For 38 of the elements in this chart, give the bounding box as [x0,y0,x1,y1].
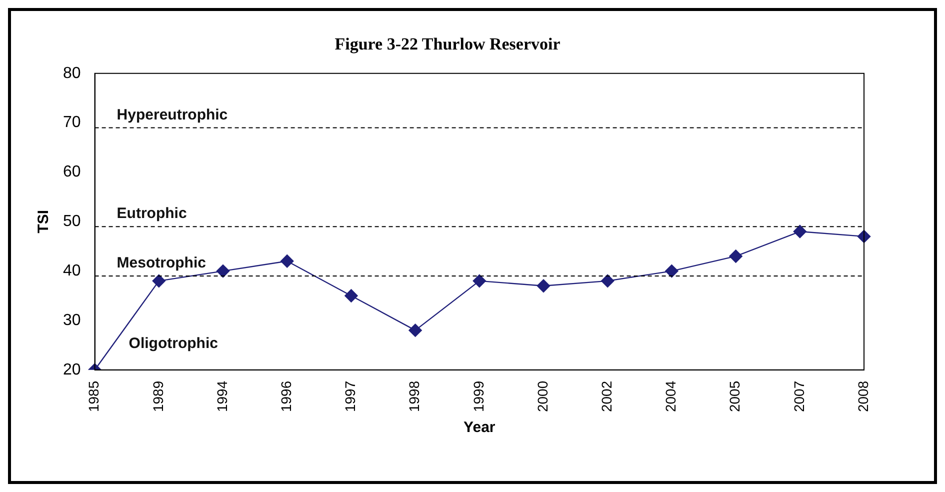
chart-title: Figure 3-22 Thurlow Reservoir [334,34,561,54]
y-tick-label: 40 [63,262,81,280]
point [536,279,550,292]
x-axis-title: Year [464,419,496,436]
x-tick-label: 1999 [470,380,486,412]
x-tick-label: 1997 [342,380,358,412]
point [344,289,358,302]
x-tick-label: 2005 [726,380,743,412]
annotation: Oligotrophic [128,334,218,352]
y-tick-label: 60 [63,164,81,181]
point [216,264,230,278]
x-tick-label: 2000 [534,380,550,412]
y-tick-label: 20 [63,361,81,378]
x-tick-label: 2004 [662,380,679,412]
point [793,224,806,238]
y-tick-label: 30 [63,312,81,329]
ref-line-label: Eutrophic [116,205,187,222]
point [408,324,422,337]
y-tick-label: 80 [63,64,81,82]
ref-line-label: Hypereutrophic [116,106,228,124]
x-tick-label: 1989 [150,380,166,412]
point [665,264,678,278]
x-tick-label: 2007 [790,380,807,412]
point [152,274,166,288]
y-tick-label: 50 [63,213,81,230]
y-tick-label: 70 [63,114,81,132]
x-tick-label: 2008 [854,380,871,412]
point [601,274,614,288]
y-axis-title: TSI [35,210,52,234]
ref-line-label: Mesotrophic [116,254,206,272]
x-tick-label: 1985 [86,380,102,412]
point [472,274,486,288]
x-tick-label: 1996 [278,380,294,412]
x-tick-label: 1998 [406,380,422,412]
x-tick-label: 1994 [214,380,230,412]
point [729,250,742,263]
point [280,254,294,268]
x-tick-label: 2002 [598,380,614,412]
